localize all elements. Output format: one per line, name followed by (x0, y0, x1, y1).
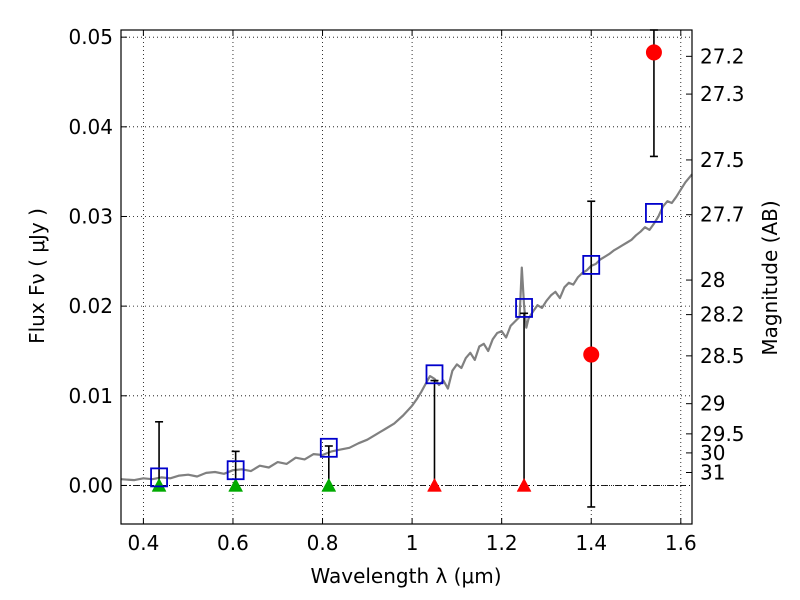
y-tick-label: 0.03 (68, 204, 113, 228)
x-axis: 0.4 0.6 0.8 1 1.2 1.4 1.6 (127, 30, 697, 555)
model-photometry-square (319, 437, 338, 458)
magnitude-tick-label: 28 (700, 268, 725, 292)
magnitude-tick-label: 28.2 (700, 303, 745, 327)
magnitude-tick-label: 27.5 (700, 148, 745, 172)
plot-frame (120, 29, 693, 525)
upper-limit-marker (516, 477, 532, 492)
model-photometry-square (425, 364, 444, 385)
upper-limit-errorbar (430, 379, 439, 486)
magnitude-tick-label: 27.2 (700, 44, 745, 68)
upper-limit-marker (151, 477, 167, 492)
y-tick-label: 0.02 (68, 294, 113, 318)
y-tick-label: 0.01 (68, 384, 113, 408)
x-tick-label: 1.4 (575, 531, 607, 555)
magnitude-tick-label: 29.5 (700, 422, 745, 446)
x-axis-title: Wavelength λ (μm) (310, 564, 501, 588)
grid (121, 30, 692, 524)
detection-marker (583, 346, 600, 363)
model-spectrum-line (120, 173, 693, 482)
x-tick-label: 0.8 (307, 531, 339, 555)
magnitude-tick-label: 31 (700, 460, 725, 484)
upper-limit-errorbar (520, 312, 529, 486)
magnitude-tick-label: 27.7 (700, 203, 745, 227)
magnitude-tick-label: 27.3 (700, 82, 745, 106)
model-photometry-square (645, 202, 663, 223)
plot-content (120, 29, 693, 508)
x-tick-label: 1.6 (665, 531, 697, 555)
upper-limit-marker (228, 477, 244, 492)
y-axis-title: Flux Fν ( μJy ) (25, 208, 49, 344)
x-tick-label: 0.4 (127, 531, 159, 555)
x-tick-label: 1.2 (486, 531, 518, 555)
model-photometry-square (515, 298, 533, 318)
upper-limit-marker (321, 477, 337, 492)
x-tick-label: 0.6 (217, 531, 249, 555)
y-tick-label: 0.05 (68, 25, 113, 49)
y-axis: 0.00 0.01 0.02 0.03 0.04 0.05 (68, 25, 127, 497)
model-photometry-square (226, 460, 245, 481)
detection-marker (645, 44, 662, 61)
x-tick-label: 1 (406, 531, 419, 555)
y-tick-label: 0.04 (68, 115, 113, 139)
upper-limit-errorbar (155, 420, 164, 486)
magnitude-axis-title: Magnitude (AB) (758, 200, 782, 355)
upper-limit-marker (427, 477, 442, 492)
magnitude-tick-label: 28.5 (700, 344, 745, 368)
model-photometry-square (582, 254, 601, 275)
magnitude-tick-label: 29 (700, 392, 725, 416)
y-tick-label: 0.00 (68, 473, 113, 497)
model-photometry-square (150, 467, 168, 488)
magnitude-tick-label: 30 (700, 441, 725, 465)
